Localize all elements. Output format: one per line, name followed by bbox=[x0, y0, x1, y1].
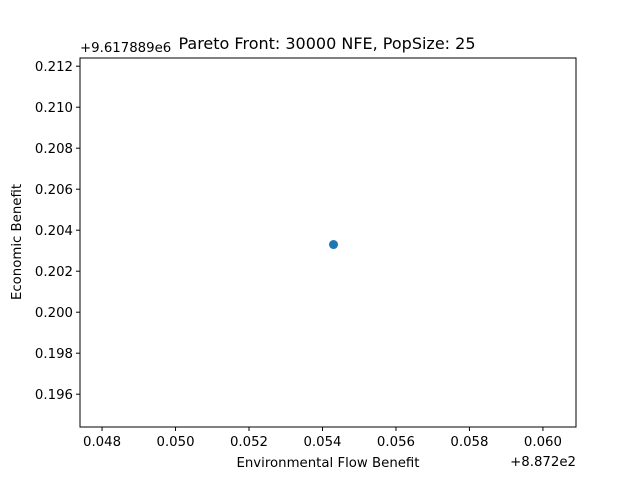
x-ticks: 0.048 0.050 0.052 0.054 0.056 0.058 0.060 bbox=[83, 427, 562, 450]
chart-title: Pareto Front: 30000 NFE, PopSize: 25 bbox=[178, 34, 475, 53]
y-ticks: 0.196 0.198 0.200 0.202 0.204 0.206 0.208 0.210… bbox=[35, 60, 80, 403]
y-tick-label: 0.202 bbox=[35, 265, 73, 280]
plot-frame bbox=[79, 57, 577, 428]
y-tick-label: 0.198 bbox=[35, 347, 73, 362]
y-offset-text: +9.617889e6 bbox=[80, 41, 171, 56]
y-tick-label: 0.212 bbox=[35, 60, 73, 75]
x-tick-label: 0.054 bbox=[303, 435, 341, 450]
x-tick-label: 0.056 bbox=[377, 435, 415, 450]
y-tick-label: 0.208 bbox=[35, 142, 73, 157]
y-axis-label: Economic Benefit bbox=[10, 184, 25, 300]
y-tick-label: 0.196 bbox=[35, 388, 73, 403]
x-tick-label: 0.052 bbox=[230, 435, 268, 450]
data-points bbox=[329, 240, 339, 250]
data-point bbox=[329, 240, 339, 250]
x-axis-label: Environmental Flow Benefit bbox=[236, 456, 419, 471]
x-tick-label: 0.048 bbox=[83, 435, 121, 450]
x-tick-label: 0.050 bbox=[156, 435, 194, 450]
y-tick-label: 0.200 bbox=[35, 306, 73, 321]
y-tick-label: 0.206 bbox=[35, 183, 73, 198]
x-offset-text: +8.872e2 bbox=[510, 455, 576, 470]
y-tick-label: 0.210 bbox=[35, 101, 73, 116]
x-tick-label: 0.060 bbox=[524, 435, 562, 450]
y-tick-label: 0.204 bbox=[35, 224, 73, 239]
x-tick-label: 0.058 bbox=[450, 435, 488, 450]
